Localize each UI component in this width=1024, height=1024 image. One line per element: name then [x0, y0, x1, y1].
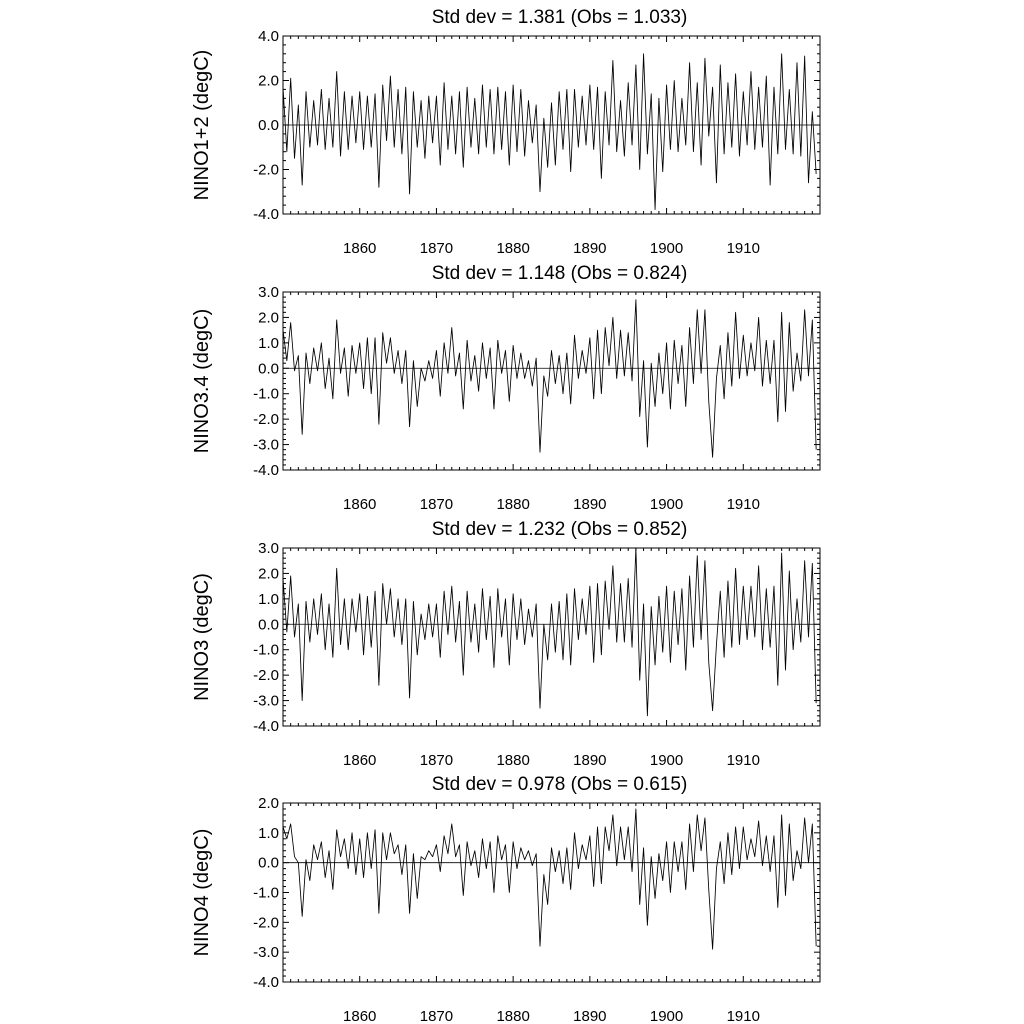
x-tick-label: 1870 — [420, 752, 453, 769]
plot-frame — [282, 35, 821, 215]
x-tick-label: 1900 — [650, 496, 683, 513]
y-tick-label: 2.0 — [258, 565, 279, 582]
series-line — [282, 808, 817, 950]
x-tick-label: 1880 — [496, 1008, 529, 1024]
y-tick-label: -1.0 — [253, 885, 279, 902]
x-tick-label: 1910 — [727, 1008, 760, 1024]
y-tick-label: -4.0 — [253, 206, 279, 223]
y-tick-label: -2.0 — [253, 411, 279, 428]
y-tick-label: 1.0 — [258, 591, 279, 608]
y-tick-label: 2.0 — [258, 795, 279, 812]
y-tick-label: 4.0 — [258, 28, 279, 45]
series-line — [282, 547, 817, 717]
y-tick-label: -2.0 — [253, 667, 279, 684]
x-tick-label: 1900 — [650, 1008, 683, 1024]
x-tick-label: 1890 — [573, 752, 606, 769]
y-tick-label: -1.0 — [253, 642, 279, 659]
chart-panel-1: Std dev = 1.381 (Obs = 1.033) NINO1+2 (de… — [191, 7, 821, 257]
chart-panel-4: Std dev = 0.978 (Obs = 0.615) NINO4 (degC… — [191, 774, 821, 1024]
chart-title: Std dev = 1.381 (Obs = 1.033) — [432, 7, 688, 28]
y-tick-label: -4.0 — [253, 974, 279, 991]
series-line — [282, 299, 817, 458]
x-tick-label: 1910 — [727, 496, 760, 513]
chart-title: Std dev = 1.232 (Obs = 0.852) — [432, 519, 688, 540]
chart-panel-2: Std dev = 1.148 (Obs = 0.824) NINO3.4 (de… — [191, 263, 821, 513]
y-tick-label: 0.0 — [258, 360, 279, 377]
x-tick-label: 1860 — [343, 1008, 376, 1024]
x-tick-label: 1880 — [496, 240, 529, 257]
x-tick-label: 1890 — [573, 240, 606, 257]
y-tick-label: -2.0 — [253, 162, 279, 179]
x-tick-label: 1880 — [496, 752, 529, 769]
chart-panel-3: Std dev = 1.232 (Obs = 0.852) NINO3 (degC… — [191, 519, 821, 769]
x-tick-label: 1860 — [343, 240, 376, 257]
y-tick-label: 1.0 — [258, 335, 279, 352]
y-tick-label: 2.0 — [258, 309, 279, 326]
x-tick-label: 1900 — [650, 240, 683, 257]
plot-frame — [282, 291, 821, 471]
x-tick-label: 1870 — [420, 496, 453, 513]
y-tick-label: 0.0 — [258, 616, 279, 633]
y-tick-label: -4.0 — [253, 718, 279, 735]
plot-frame — [282, 547, 821, 727]
y-tick-label: -3.0 — [253, 693, 279, 710]
y-tick-label: 2.0 — [258, 73, 279, 90]
y-axis-label: NINO4 (degC) — [191, 829, 213, 957]
x-tick-label: 1910 — [727, 240, 760, 257]
x-tick-label: 1860 — [343, 496, 376, 513]
x-tick-label: 1890 — [573, 496, 606, 513]
x-tick-label: 1870 — [420, 1008, 453, 1024]
x-tick-label: 1900 — [650, 752, 683, 769]
x-tick-label: 1860 — [343, 752, 376, 769]
chart-title: Std dev = 0.978 (Obs = 0.615) — [432, 774, 688, 795]
y-tick-label: 0.0 — [258, 117, 279, 134]
y-tick-label: 0.0 — [258, 855, 279, 872]
x-tick-label: 1880 — [496, 496, 529, 513]
y-axis-label: NINO1+2 (degC) — [191, 50, 213, 201]
plot-frame — [282, 802, 821, 983]
y-tick-label: -3.0 — [253, 437, 279, 454]
y-tick-label: 3.0 — [258, 540, 279, 557]
y-axis-label: NINO3 (degC) — [191, 573, 213, 701]
y-tick-label: -2.0 — [253, 914, 279, 931]
x-tick-label: 1870 — [420, 240, 453, 257]
y-tick-label: -1.0 — [253, 386, 279, 403]
y-tick-label: -4.0 — [253, 462, 279, 479]
x-tick-label: 1910 — [727, 752, 760, 769]
y-tick-label: -3.0 — [253, 944, 279, 961]
y-axis-label: NINO3.4 (degC) — [191, 309, 213, 454]
x-tick-label: 1890 — [573, 1008, 606, 1024]
y-tick-label: 1.0 — [258, 825, 279, 842]
y-tick-label: 3.0 — [258, 284, 279, 301]
chart-title: Std dev = 1.148 (Obs = 0.824) — [432, 263, 688, 284]
series-line — [282, 53, 817, 210]
